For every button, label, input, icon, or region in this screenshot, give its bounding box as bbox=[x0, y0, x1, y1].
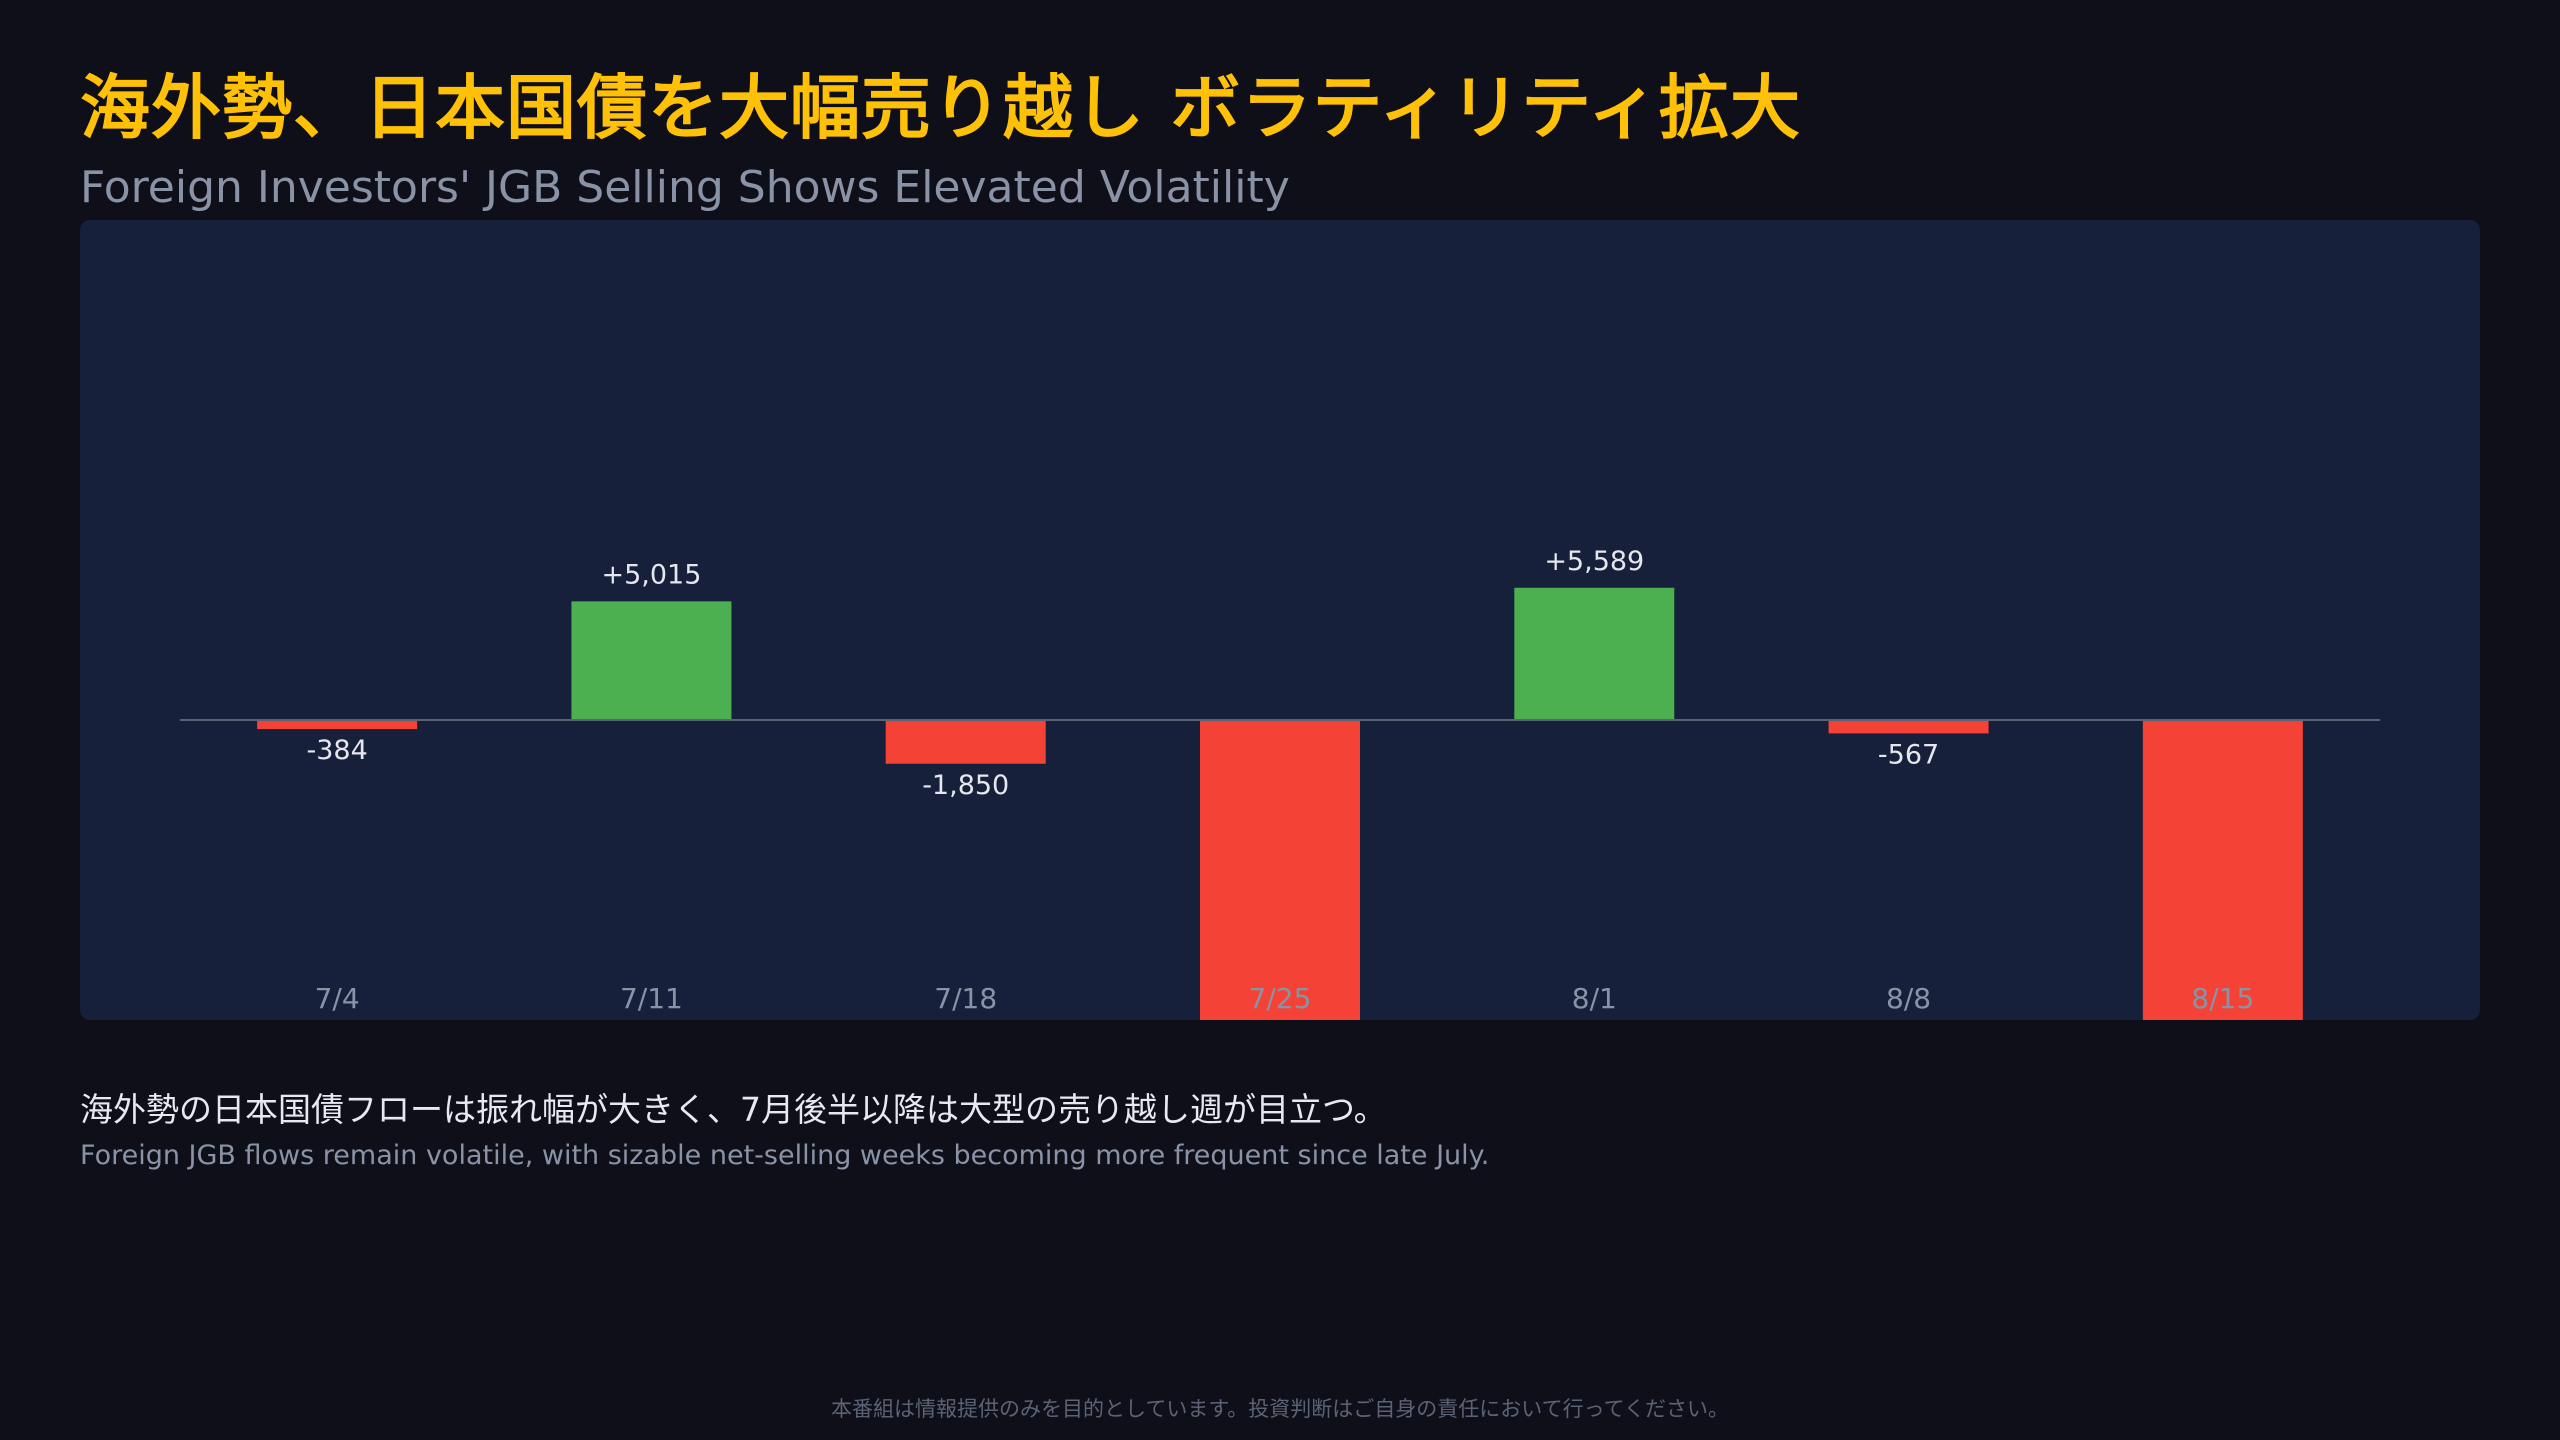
disclaimer: 本番組は情報提供のみを目的としています。投資判断はご自身の責任において行ってくだ… bbox=[831, 1397, 1729, 1421]
caption-japanese: 海外勢の日本国債フローは振れ幅が大きく、7月後半以降は大型の売り越し週が目立つ。 bbox=[80, 1090, 1387, 1129]
value-label: +5,589 bbox=[1544, 546, 1644, 577]
x-tick-label: 7/25 bbox=[1249, 982, 1312, 1015]
value-label: -384 bbox=[307, 735, 368, 766]
value-label: -1,850 bbox=[922, 770, 1009, 801]
bar bbox=[885, 720, 1046, 764]
bar-chart: -384 +5,015 -1,850 +5,589 -567 7/4 7/11 7/18 7/2… bbox=[180, 546, 2380, 1020]
x-tick-labels-group: 7/4 7/11 7/18 7/25 8/1 8/8 8/15 bbox=[315, 982, 2255, 1015]
x-tick-label: 8/8 bbox=[1886, 982, 1931, 1015]
bar bbox=[571, 601, 732, 720]
x-tick-label: 8/15 bbox=[2191, 982, 2254, 1015]
value-label: +5,015 bbox=[601, 559, 701, 590]
bar bbox=[1514, 587, 1675, 720]
page-subtitle: Foreign Investors' JGB Selling Shows Ele… bbox=[80, 162, 1290, 213]
x-tick-label: 7/18 bbox=[934, 982, 997, 1015]
bars-group bbox=[257, 587, 2303, 1020]
value-labels-group: -384 +5,015 -1,850 +5,589 -567 bbox=[307, 546, 1940, 801]
value-label: -567 bbox=[1878, 739, 1939, 770]
x-tick-label: 7/4 bbox=[315, 982, 360, 1015]
bar bbox=[1200, 720, 1360, 1020]
caption-english: Foreign JGB flows remain volatile, with … bbox=[80, 1140, 1490, 1171]
x-tick-label: 8/1 bbox=[1572, 982, 1617, 1015]
x-tick-label: 7/11 bbox=[620, 982, 683, 1015]
page-title: 海外勢、日本国債を大幅売り越し ボラティリティ拡大 bbox=[80, 67, 1801, 149]
chart-panel: -384 +5,015 -1,850 +5,589 -567 7/4 7/11 7/18 7/2… bbox=[80, 220, 2480, 1020]
bar bbox=[2142, 720, 2303, 1020]
bar bbox=[257, 720, 418, 730]
bar bbox=[1828, 720, 1989, 734]
